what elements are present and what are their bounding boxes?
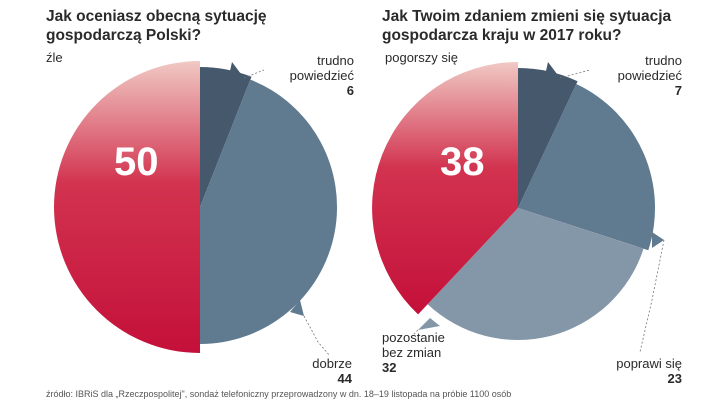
chart2-notch-poprawi xyxy=(652,232,664,248)
chart2-title: Jak Twoim zdaniem zmieni się sytuacja go… xyxy=(382,7,682,45)
chart2-label-pogorszy: pogorszy się xyxy=(385,50,458,65)
chart1-label-dobrze-text: dobrze xyxy=(312,356,352,371)
chart2-leader-trudno xyxy=(559,69,591,79)
chart2-slice-3 xyxy=(427,208,644,340)
chart1-value-trudno: 6 xyxy=(346,83,354,98)
leader-lines xyxy=(228,62,665,357)
chart2-highlight-value: 38 xyxy=(440,140,485,184)
chart2-slice-2 xyxy=(518,84,656,251)
chart2-slice-0 xyxy=(372,62,518,315)
chart1-label-zle: źle xyxy=(46,50,63,65)
chart2-label-trudno: trudno powiedzieć 7 xyxy=(596,53,682,98)
source-note: źródło: IBRiS dla „Rzeczpospolitej", son… xyxy=(46,389,512,399)
chart1-label-trudno-line2: powiedzieć xyxy=(289,68,354,83)
chart1-label-dobrze: dobrze 44 xyxy=(280,356,352,386)
chart1-notch-dobrze xyxy=(290,300,304,316)
chart2-title-line2: gospodarcza kraju w 2017 roku? xyxy=(382,27,622,44)
chart2-label-poprawi: poprawi się 23 xyxy=(586,356,682,386)
chart2-value-pozostanie: 32 xyxy=(382,360,397,375)
chart1-highlight-value: 50 xyxy=(114,140,159,184)
chart1-title-line1: Jak oceniasz obecną sytuację xyxy=(46,8,267,25)
chart1-slice-2 xyxy=(200,79,338,344)
chart2-leader-poprawi xyxy=(639,239,665,353)
chart2-notch-pozostanie xyxy=(418,318,440,330)
chart2-label-poprawi-text: poprawi się xyxy=(616,356,682,371)
chart2-title-line1: Jak Twoim zdaniem zmieni się sytuacja xyxy=(382,8,672,25)
pie-chart-1 xyxy=(54,61,338,353)
chart1-leader-trudno xyxy=(243,69,265,79)
chart2-value-poprawi: 23 xyxy=(667,371,682,386)
chart2-label-pozostanie: pozostanie bez zmian 32 xyxy=(382,330,445,375)
chart1-value-dobrze: 44 xyxy=(337,371,352,386)
chart1-slice-1 xyxy=(200,66,252,207)
chart1-label-trudno-line1: trudno xyxy=(317,53,354,68)
chart1-leader-dobrze xyxy=(303,315,331,357)
chart2-label-pozostanie-line2: bez zmian xyxy=(382,345,442,360)
chart1-title: Jak oceniasz obecną sytuację gospodarczą… xyxy=(46,7,306,45)
chart2-slice-1 xyxy=(518,67,578,208)
pie-chart-2 xyxy=(372,62,656,340)
chart2-leader-pozostanie xyxy=(409,329,419,339)
chart2-value-trudno: 7 xyxy=(674,83,682,98)
chart1-label-trudno: trudno powiedzieć 6 xyxy=(268,53,354,98)
chart2-label-pozostanie-line1: pozostanie xyxy=(382,330,445,345)
chart2-label-trudno-line2: powiedzieć xyxy=(617,68,682,83)
chart1-notch-trudno xyxy=(228,62,244,80)
chart2-label-trudno-line1: trudno xyxy=(645,53,682,68)
chart1-title-line2: gospodarczą Polski? xyxy=(46,27,202,44)
chart2-notch-trudno xyxy=(544,62,560,80)
chart1-slice-0 xyxy=(54,61,200,353)
